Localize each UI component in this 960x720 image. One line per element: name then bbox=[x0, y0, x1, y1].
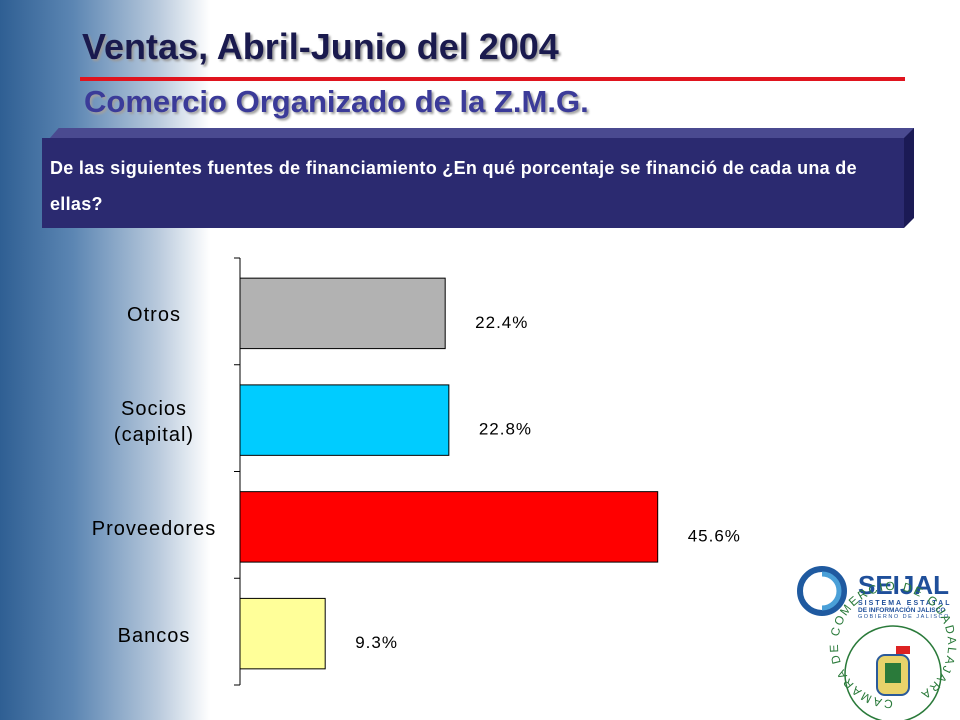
subtitle: Comercio Organizado de la Z.M.G. bbox=[84, 84, 589, 119]
logo-text: SISTEMA ESTATAL bbox=[858, 600, 952, 607]
title: Ventas, Abril-Junio del 2004 bbox=[82, 26, 559, 67]
value-label: 22.4% bbox=[475, 313, 528, 332]
question: De las siguientes fuentes de financiamie… bbox=[50, 158, 857, 214]
bar bbox=[239, 384, 450, 456]
logo-flag bbox=[896, 646, 910, 654]
value-label: 22.8% bbox=[479, 420, 532, 439]
box-bevel bbox=[904, 128, 914, 228]
category-label: Bancos bbox=[117, 624, 191, 647]
logo-name: SEIJAL bbox=[858, 570, 949, 600]
seijal-logo: SEIJAL SISTEMA ESTATAL DE INFORMACIÓN JA… bbox=[797, 566, 952, 620]
bar bbox=[239, 277, 446, 350]
category-label: Proveedores bbox=[91, 517, 217, 540]
logo-shield-inner bbox=[885, 663, 901, 683]
logo-arc bbox=[821, 571, 842, 611]
logo-ring bbox=[797, 566, 847, 616]
box-bevel bbox=[50, 128, 914, 138]
bar bbox=[239, 597, 326, 670]
bar bbox=[239, 491, 659, 563]
question-box bbox=[42, 138, 904, 228]
logo-text: DE INFORMACIÓN JALISCO bbox=[858, 605, 945, 614]
logo-ring bbox=[844, 625, 942, 720]
logo-text: GOBIERNO DE JALISCO bbox=[858, 614, 950, 620]
side-gradient bbox=[0, 0, 210, 720]
value-label: 9.3% bbox=[355, 633, 398, 652]
value-label: 45.6% bbox=[688, 526, 741, 545]
category-label: Otros bbox=[127, 304, 181, 327]
title-rule bbox=[80, 77, 905, 81]
category-label: Socios (capital) bbox=[113, 398, 195, 447]
